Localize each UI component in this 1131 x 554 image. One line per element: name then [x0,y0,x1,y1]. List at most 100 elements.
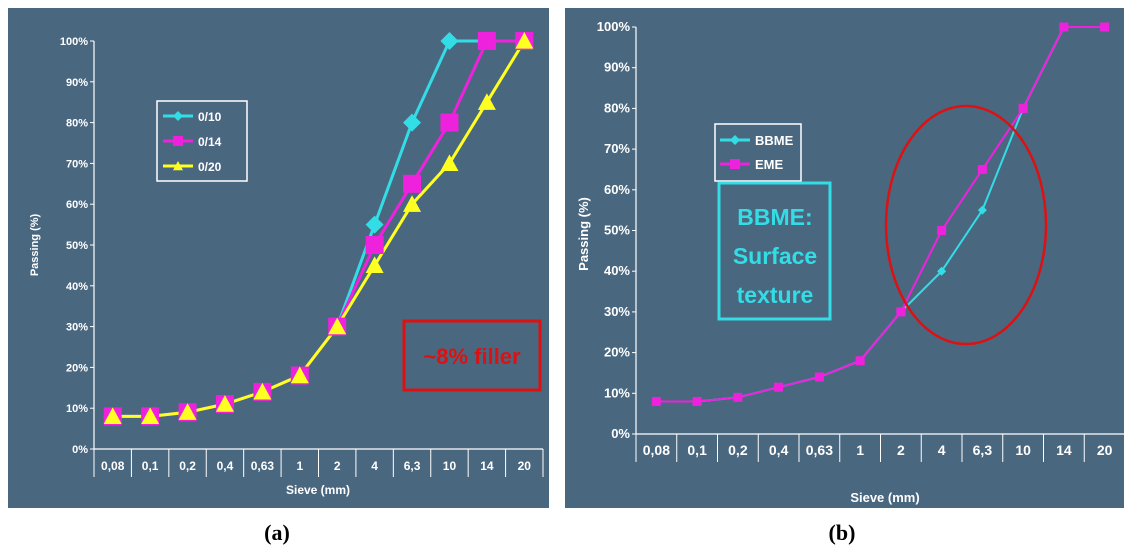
legend-swatch-marker [730,135,740,145]
x-tick-label: 20 [1097,442,1113,458]
panel-b-xlabel: Sieve (mm) [850,490,919,505]
panel-a-caption: (a) [264,520,290,545]
panel-a-annotation: ~8% filler [402,319,542,392]
panel-b-legend-box [714,123,802,182]
data-point [403,113,422,132]
data-point [477,93,496,110]
data-point [365,256,384,274]
data-point [977,205,987,215]
y-tick-label: 40% [66,281,88,293]
data-point [365,236,384,254]
data-point [141,407,160,425]
y-tick-label: 80% [66,118,88,130]
data-point [290,366,309,384]
x-tick-label: 0,2 [728,442,748,458]
panel-a-legend-box [156,100,248,182]
panel-a: 0% 10% 20% 30% 40% 50% 60% 70% 80% 90% 100% 0,08 0,1… [8,8,549,508]
y-tick-label: 10% [604,385,630,400]
panel-b-background [565,8,1124,508]
series-line-EME [656,26,1105,403]
data-point [403,174,422,193]
x-tick-label: 0,08 [101,459,125,473]
legend-swatch-marker [173,136,183,146]
y-tick-label: 100% [597,19,631,34]
x-tick-label: 2 [334,459,341,473]
y-tick-label: 0% [72,444,88,456]
x-tick-label: 14 [480,459,494,473]
y-tick-label: 30% [66,322,88,334]
x-tick-label: 6,3 [404,459,421,473]
data-point [692,396,702,406]
y-tick-label: 100% [60,36,88,48]
panel-a-series [103,32,534,426]
panel-a-background [8,8,549,508]
x-tick-label: 4 [938,442,946,458]
surface-texture-line-3: texture [737,282,814,308]
x-tick-label: 0,63 [806,442,833,458]
highlight-ellipse [884,104,1048,346]
legend-label: 0/10 [198,110,222,124]
y-tick-label: 50% [66,240,88,252]
data-point [774,382,784,392]
data-point [253,382,272,400]
y-tick-label: 80% [604,100,630,115]
x-tick-label: 0,08 [643,442,670,458]
panel-a-ylabel: Passing (%) [29,213,41,276]
panel-a-legend: 0/10 0/14 0/20 [156,100,248,182]
data-point [651,396,661,406]
data-point [103,407,122,425]
data-point [977,164,987,174]
data-point [440,154,459,172]
data-point [855,356,865,366]
x-tick-label: 1 [296,459,303,473]
panel-a-axes: 0% 10% 20% 30% 40% 50% 60% 70% 80% 90% 100% 0,08 0,1… [60,36,544,477]
y-tick-label: 10% [66,403,88,415]
x-tick-label: 0,63 [251,459,275,473]
legend-swatch-marker [173,111,183,121]
y-tick-label: 90% [66,77,88,89]
panel-b-series [651,22,1110,406]
surface-texture-box [717,181,832,321]
y-tick-label: 40% [604,263,630,278]
panel-b-ylabel: Passing (%) [576,197,591,271]
x-tick-label: 0,2 [179,459,196,473]
filler-annotation-text: ~8% filler [423,344,521,369]
legend-label: 0/14 [198,135,222,149]
data-point [1018,103,1028,113]
data-point [440,113,459,132]
data-point [178,403,197,420]
y-tick-label: 70% [604,141,630,156]
legend-label: BBME [755,133,794,148]
data-point [733,392,743,402]
y-tick-label: 20% [66,362,88,374]
x-tick-label: 14 [1056,442,1072,458]
panel-b-annotation: BBME: Surface texture [717,104,1048,346]
filler-annotation-box [402,319,542,392]
y-tick-label: 30% [604,304,630,319]
x-tick-label: 0,4 [217,459,234,473]
data-point [896,307,906,317]
panel-a-xlabel: Sieve (mm) [286,483,350,497]
legend-swatch-marker [173,161,183,171]
data-point [1100,22,1110,32]
panel-b-legend: BBME EME [714,123,802,182]
legend-swatch-marker [730,159,740,169]
y-tick-label: 50% [604,223,630,238]
x-tick-label: 0,1 [687,442,707,458]
data-point [440,32,459,50]
y-tick-label: 60% [66,199,88,211]
surface-texture-line-2: Surface [733,243,817,269]
data-point [814,372,824,382]
panel-b-caption: (b) [829,520,856,545]
x-tick-label: 20 [518,459,532,473]
data-point [365,215,384,234]
x-tick-label: 1 [856,442,864,458]
data-point [403,195,422,212]
data-point [1059,22,1069,32]
legend-label: EME [755,157,784,172]
panel-b: 0% 10% 20% 30% 40% 50% 60% 70% 80% 90% 100% 0,08 0,1… [565,8,1126,508]
y-tick-label: 20% [604,345,630,360]
y-tick-label: 0% [611,426,630,441]
y-tick-label: 60% [604,182,630,197]
